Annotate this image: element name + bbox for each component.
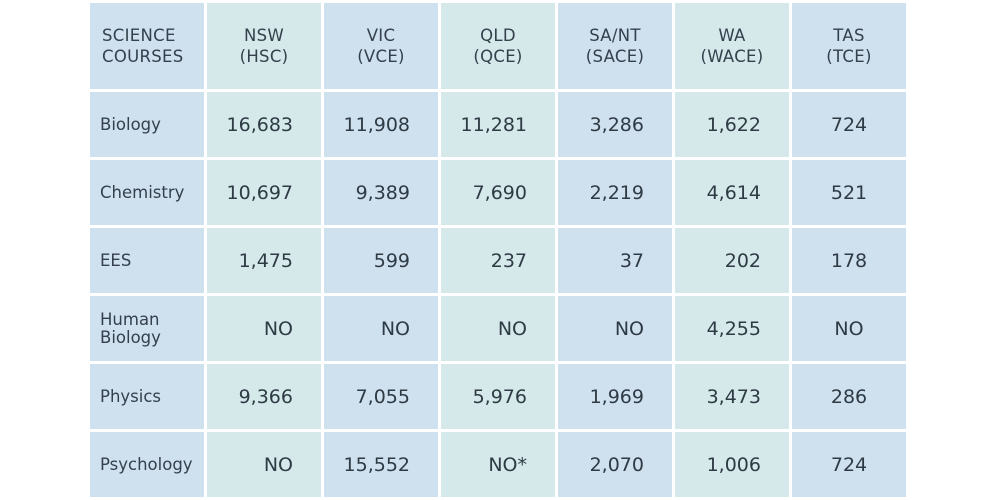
value-cell: 178 [792,228,906,293]
header-certificate: (VCE) [357,47,405,66]
value-cell: 202 [675,228,789,293]
value-cell: 7,055 [324,364,438,429]
course-name-cell: Human Biology [90,296,204,361]
value-cell: 11,908 [324,92,438,157]
header-course-line: SCIENCE [102,26,176,45]
header-certificate: (TCE) [826,47,872,66]
header-state-name: SA/NT [589,26,641,45]
course-name: Biology [100,327,161,347]
value-cell: 2,219 [558,160,672,225]
value-cell: NO [207,432,321,497]
value-cell: 15,552 [324,432,438,497]
value-cell: 9,366 [207,364,321,429]
value-cell: 3,286 [558,92,672,157]
header-certificate: (HSC) [239,47,289,66]
value-cell: 5,976 [441,364,555,429]
value-cell: NO [792,296,906,361]
header-tas: TAS (TCE) [792,3,906,89]
value-cell: 10,697 [207,160,321,225]
value-cell: 2,070 [558,432,672,497]
table-row-psychology: Psychology NO 15,552 NO* 2,070 1,006 724 [90,432,906,497]
value-cell: 599 [324,228,438,293]
course-name-cell: EES [90,228,204,293]
header-sa-nt: SA/NT (SACE) [558,3,672,89]
value-cell: 37 [558,228,672,293]
header-wa: WA (WACE) [675,3,789,89]
course-name: Human [100,309,160,329]
value-cell: 724 [792,92,906,157]
header-state-name: WA [718,26,746,45]
value-cell: 1,969 [558,364,672,429]
course-name-cell: Physics [90,364,204,429]
course-name-cell: Biology [90,92,204,157]
header-state-name: NSW [243,26,285,45]
header-state-name: TAS [833,26,865,45]
value-cell: 1,006 [675,432,789,497]
value-cell: 521 [792,160,906,225]
table-row-chemistry: Chemistry 10,697 9,389 7,690 2,219 4,614… [90,160,906,225]
header-science-courses: SCIENCE COURSES [90,3,204,89]
value-cell: 7,690 [441,160,555,225]
value-cell: 9,389 [324,160,438,225]
value-cell: NO [558,296,672,361]
value-cell: 11,281 [441,92,555,157]
value-cell: 4,255 [675,296,789,361]
header-course-line: COURSES [102,47,184,66]
header-nsw: NSW (HSC) [207,3,321,89]
value-cell: NO [324,296,438,361]
header-certificate: (SACE) [585,47,645,66]
value-cell: 286 [792,364,906,429]
value-cell: 1,622 [675,92,789,157]
course-name: Biology [100,114,161,134]
value-cell: NO [441,296,555,361]
course-name-cell: Chemistry [90,160,204,225]
value-cell: 4,614 [675,160,789,225]
value-cell: NO [207,296,321,361]
table-row-physics: Physics 9,366 7,055 5,976 1,969 3,473 28… [90,364,906,429]
header-certificate: (QCE) [473,47,523,66]
science-enrolment-table: SCIENCE COURSES NSW (HSC) VIC (VCE) QLD … [87,0,909,500]
course-name: Psychology [100,454,193,474]
header-state-name: QLD [480,26,516,45]
header-vic: VIC (VCE) [324,3,438,89]
table-row-human-biology: Human Biology NO NO NO NO 4,255 NO [90,296,906,361]
value-cell: 3,473 [675,364,789,429]
course-name: Physics [100,386,162,406]
value-cell: 1,475 [207,228,321,293]
header-qld: QLD (QCE) [441,3,555,89]
header-certificate: (WACE) [700,47,764,66]
course-name: EES [100,250,132,270]
enrolment-table-container: SCIENCE COURSES NSW (HSC) VIC (VCE) QLD … [90,3,911,497]
table-row-ees: EES 1,475 599 237 37 202 178 [90,228,906,293]
course-name: Chemistry [100,182,185,202]
header-state-name: VIC [366,26,396,45]
course-name-cell: Psychology [90,432,204,497]
table-row-biology: Biology 16,683 11,908 11,281 3,286 1,622… [90,92,906,157]
header-row: SCIENCE COURSES NSW (HSC) VIC (VCE) QLD … [90,3,906,89]
value-cell: NO* [441,432,555,497]
value-cell: 16,683 [207,92,321,157]
value-cell: 237 [441,228,555,293]
value-cell: 724 [792,432,906,497]
